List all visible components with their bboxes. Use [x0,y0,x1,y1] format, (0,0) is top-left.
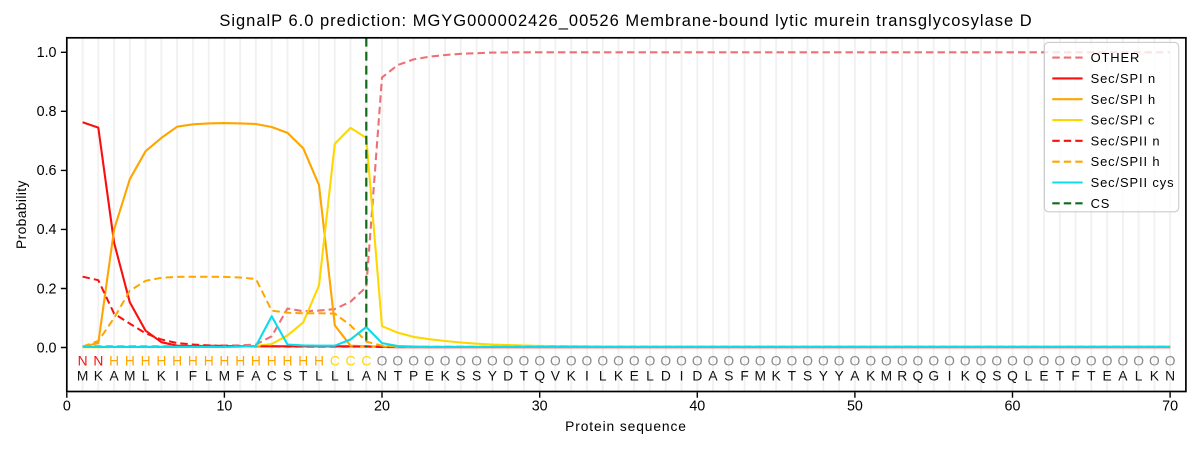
svg-text:0.6: 0.6 [37,163,57,179]
svg-text:CCC: CCC [330,353,372,368]
svg-text:60: 60 [1005,399,1021,415]
svg-text:Probability: Probability [14,180,29,249]
svg-text:0.4: 0.4 [37,222,57,238]
svg-text:OTHER: OTHER [1091,50,1141,65]
svg-text:30: 30 [532,399,548,415]
svg-text:Sec/SPI h: Sec/SPI h [1091,92,1156,107]
svg-text:40: 40 [689,399,705,415]
svg-text:SignalP 6.0 prediction: MGYG00: SignalP 6.0 prediction: MGYG000002426_00… [219,12,1032,30]
svg-text:Sec/SPII n: Sec/SPII n [1091,133,1161,148]
svg-text:10: 10 [216,399,232,415]
svg-text:50: 50 [847,399,863,415]
svg-text:70: 70 [1162,399,1178,415]
svg-text:Sec/SPI n: Sec/SPI n [1091,71,1156,86]
svg-text:Sec/SPII h: Sec/SPII h [1091,154,1161,169]
svg-text:0.2: 0.2 [37,281,57,297]
svg-text:Protein sequence: Protein sequence [565,419,687,434]
svg-text:OOOOOOOOOOOOOOOOOOOOOOOOOOOOOO: OOOOOOOOOOOOOOOOOOOOOOOOOOOOOOOOOOOOOOOO… [377,353,1176,368]
svg-text:Sec/SPI c: Sec/SPI c [1091,113,1156,128]
svg-text:CS: CS [1091,196,1111,211]
svg-text:0.0: 0.0 [37,340,57,356]
svg-text:0.8: 0.8 [37,104,57,120]
svg-text:20: 20 [374,399,390,415]
svg-text:Sec/SPII cys: Sec/SPII cys [1091,175,1175,190]
svg-text:0: 0 [63,399,71,415]
svg-text:1.0: 1.0 [37,45,57,61]
